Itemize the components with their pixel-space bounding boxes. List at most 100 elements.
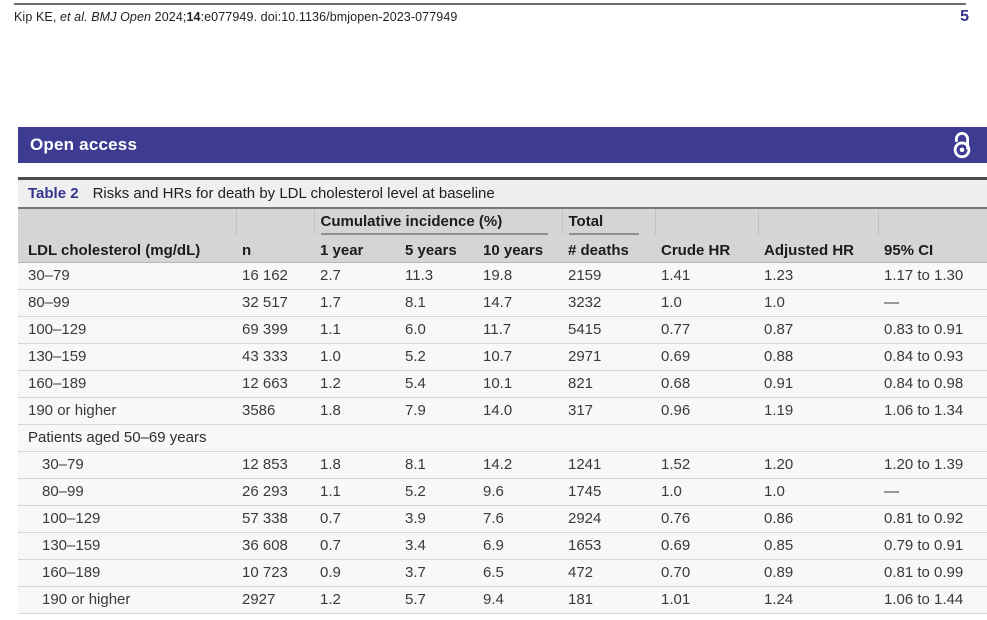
cell-95ci: 0.84 to 0.98	[878, 370, 987, 398]
cell-10years: 7.6	[477, 505, 562, 533]
citation-authors: Kip KE,	[14, 10, 60, 24]
cell-ldl-range: 160–189	[18, 559, 236, 587]
cell-crude-hr: 1.52	[655, 451, 758, 479]
table-row: 30–79 16 162 2.7 11.3 19.8 2159 1.41 1.23 1.17 t…	[18, 262, 987, 290]
cell-crude-hr: 1.0	[655, 478, 758, 506]
cell-1year: 1.1	[314, 316, 399, 344]
cell-adjusted-hr: 0.88	[758, 343, 878, 371]
cell-95ci: 1.06 to 1.44	[878, 586, 987, 614]
cell-deaths: 2924	[562, 505, 655, 533]
ldl-risk-table: Cumulative incidence (%) Total LDL chole…	[18, 209, 987, 614]
cell-5years: 6.0	[399, 316, 477, 344]
citation-journal: et al. BMJ Open	[59, 10, 155, 24]
cell-n: 16 162	[236, 262, 314, 290]
citation-year: 2024;	[154, 10, 187, 24]
cell-5years: 3.9	[399, 505, 477, 533]
table-row: 160–189 10 723 0.9 3.7 6.5 472 0.70 0.89 0.81 to…	[18, 559, 987, 587]
table-row: 160–189 12 663 1.2 5.4 10.1 821 0.68 0.91 0.84 t…	[18, 370, 987, 398]
cell-1year: 1.8	[314, 451, 399, 479]
cell-ldl-range: 30–79	[18, 262, 236, 290]
table-row: 130–159 43 333 1.0 5.2 10.7 2971 0.69 0.88 0.84 …	[18, 343, 987, 371]
cell-adjusted-hr: 0.91	[758, 370, 878, 398]
cell-10years: 6.9	[477, 532, 562, 560]
column-header-deaths: # deaths	[562, 235, 655, 263]
cell-deaths: 1653	[562, 532, 655, 560]
cell-crude-hr: 0.70	[655, 559, 758, 587]
cell-5years: 7.9	[399, 397, 477, 425]
column-header-crude-hr: Crude HR	[655, 235, 758, 263]
cell-deaths: 472	[562, 559, 655, 587]
cell-10years: 6.5	[477, 559, 562, 587]
cell-5years: 8.1	[399, 289, 477, 317]
cell-n: 26 293	[236, 478, 314, 506]
cell-10years: 14.0	[477, 397, 562, 425]
cell-adjusted-hr: 1.23	[758, 262, 878, 290]
cell-ldl-range: 190 or higher	[18, 397, 236, 425]
cell-deaths: 5415	[562, 316, 655, 344]
cell-95ci: —	[878, 478, 987, 506]
cell-1year: 1.8	[314, 397, 399, 425]
table-row: 80–99 26 293 1.1 5.2 9.6 1745 1.0 1.0—	[18, 478, 987, 506]
table-section-row: Patients aged 50–69 years	[18, 424, 987, 452]
cell-1year: 2.7	[314, 262, 399, 290]
cell-adjusted-hr: 0.89	[758, 559, 878, 587]
cell-10years: 9.6	[477, 478, 562, 506]
cell-adjusted-hr: 1.0	[758, 478, 878, 506]
cell-adjusted-hr: 0.86	[758, 505, 878, 533]
cell-adjusted-hr: 0.87	[758, 316, 878, 344]
cell-5years: 5.2	[399, 478, 477, 506]
citation-doi: :e077949. doi:10.1136/bmjopen-2023-07794…	[200, 10, 458, 24]
cell-1year: 1.2	[314, 370, 399, 398]
cell-1year: 1.2	[314, 586, 399, 614]
column-header-5years: 5 years	[399, 235, 477, 263]
column-header-95ci: 95% CI	[878, 235, 987, 263]
citation-volume: 14	[186, 10, 201, 24]
group-header-total: Total	[561, 209, 655, 235]
cell-crude-hr: 1.41	[655, 262, 758, 290]
group-header-empty-1	[18, 209, 236, 235]
article-citation: Kip KE, et al. BMJ Open 2024;14:e077949.…	[14, 10, 457, 24]
table-row: 80–99 32 517 1.7 8.1 14.7 3232 1.0 1.0—	[18, 289, 987, 317]
table-number: Table 2	[28, 185, 79, 202]
cell-crude-hr: 0.76	[655, 505, 758, 533]
cell-deaths: 1745	[562, 478, 655, 506]
cell-1year: 0.7	[314, 532, 399, 560]
cell-ldl-range: 130–159	[18, 532, 236, 560]
cell-ldl-range: 190 or higher	[18, 586, 236, 614]
cell-deaths: 821	[562, 370, 655, 398]
cell-adjusted-hr: 1.0	[758, 289, 878, 317]
table-row: 190 or higher 3586 1.8 7.9 14.0 317 0.96 1.19 1.…	[18, 397, 987, 425]
cell-n: 32 517	[236, 289, 314, 317]
cell-1year: 0.9	[314, 559, 399, 587]
open-access-label: Open access	[30, 135, 138, 154]
column-header-10years: 10 years	[477, 235, 562, 263]
cell-crude-hr: 0.77	[655, 316, 758, 344]
table-title: Table 2 Risks and HRs for death by LDL c…	[18, 177, 987, 209]
cell-n: 12 853	[236, 451, 314, 479]
cell-95ci: 1.17 to 1.30	[878, 262, 987, 290]
cell-ldl-range: 30–79	[18, 451, 236, 479]
cell-95ci: 0.81 to 0.99	[878, 559, 987, 587]
cell-10years: 19.8	[477, 262, 562, 290]
section-label: Patients aged 50–69 years	[18, 424, 987, 452]
cell-95ci: 1.20 to 1.39	[878, 451, 987, 479]
group-header-empty-3	[654, 209, 758, 235]
cell-ldl-range: 100–129	[18, 316, 236, 344]
cell-10years: 11.7	[477, 316, 562, 344]
cell-crude-hr: 1.0	[655, 289, 758, 317]
cell-95ci: 0.83 to 0.91	[878, 316, 987, 344]
column-header-n: n	[236, 235, 314, 263]
cell-crude-hr: 0.96	[655, 397, 758, 425]
table-row: 130–159 36 608 0.7 3.4 6.9 1653 0.69 0.85 0.79 t…	[18, 532, 987, 560]
cell-n: 36 608	[236, 532, 314, 560]
cell-95ci: 0.84 to 0.93	[878, 343, 987, 371]
group-header-empty-4	[757, 209, 878, 235]
table-row: 100–129 57 338 0.7 3.9 7.6 2924 0.76 0.86 0.81 t…	[18, 505, 987, 533]
cell-n: 12 663	[236, 370, 314, 398]
group-header-cumulative-incidence: Cumulative incidence (%)	[313, 209, 562, 235]
cell-deaths: 3232	[562, 289, 655, 317]
cell-1year: 1.0	[314, 343, 399, 371]
open-access-icon	[953, 132, 971, 159]
cell-deaths: 317	[562, 397, 655, 425]
table-row: 30–79 12 853 1.8 8.1 14.2 1241 1.52 1.20 1.20 to…	[18, 451, 987, 479]
